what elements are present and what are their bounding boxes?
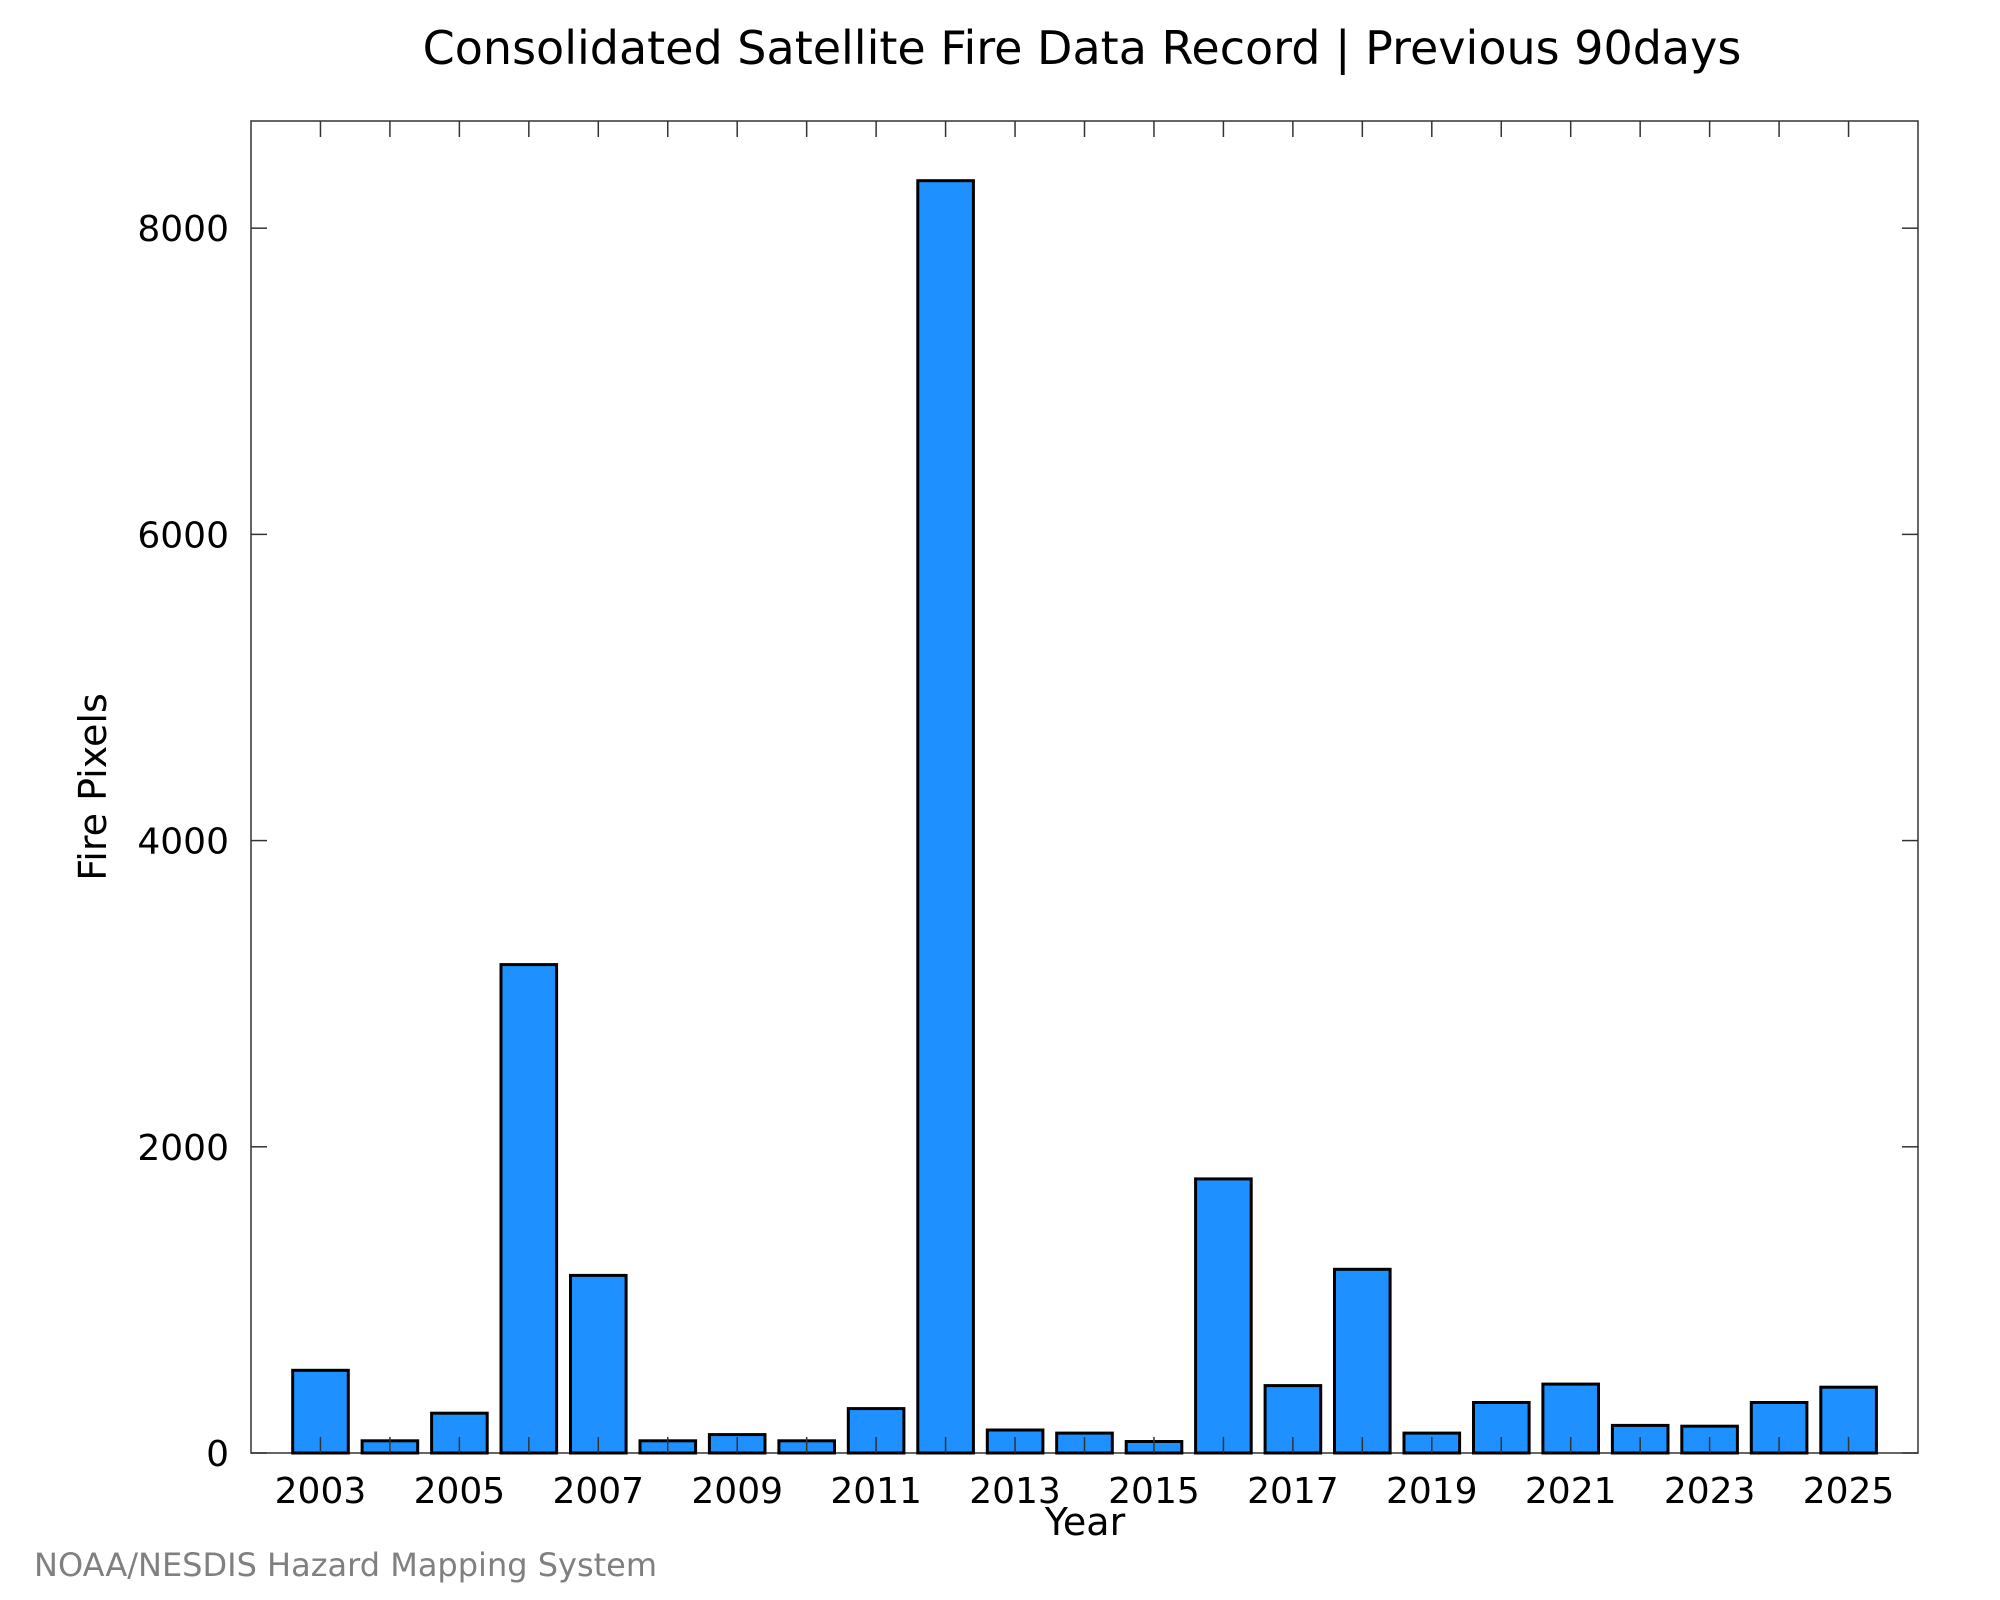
x-tick-label-2003: 2003	[275, 1471, 367, 1512]
x-tick-label-2025: 2025	[1803, 1471, 1895, 1512]
bar-2018	[1333, 1267, 1392, 1455]
x-tick-label-2011: 2011	[830, 1471, 922, 1512]
x-tick-label-2013: 2013	[969, 1471, 1061, 1512]
x-tick-label-2021: 2021	[1525, 1471, 1617, 1512]
x-tick-label-2005: 2005	[414, 1471, 506, 1512]
x-tick-label-2023: 2023	[1664, 1471, 1756, 1512]
chart-title: Consolidated Satellite Fire Data Record …	[423, 21, 1742, 76]
y-tick-label-0: 0	[206, 1434, 229, 1475]
x-tick-label-2015: 2015	[1108, 1471, 1200, 1512]
x-tick-label-2017: 2017	[1247, 1471, 1339, 1512]
bars-group	[291, 179, 1878, 1455]
bar-2012	[916, 179, 975, 1455]
y-tick-label-8000: 8000	[137, 209, 229, 250]
bar-2007	[569, 1273, 628, 1455]
credit-text: NOAA/NESDIS Hazard Mapping System	[34, 1546, 657, 1584]
y-tick-label-6000: 6000	[137, 515, 229, 556]
y-axis-label: Fire Pixels	[71, 693, 115, 881]
x-tick-label-2019: 2019	[1386, 1471, 1478, 1512]
bar-2016	[1194, 1177, 1253, 1455]
y-tick-label-2000: 2000	[137, 1128, 229, 1169]
x-tick-label-2009: 2009	[691, 1471, 783, 1512]
x-tick-label-2007: 2007	[552, 1471, 644, 1512]
y-tick-label-4000: 4000	[137, 822, 229, 863]
y-axis: 0 2000 4000 6000 8000	[137, 209, 1918, 1475]
x-axis-label: Year	[1044, 1500, 1126, 1544]
bar-2006	[499, 963, 559, 1455]
x-axis: 2003 2005 2007 2009 2011 2013 2015 2017 2019 2021…	[275, 121, 1895, 1512]
